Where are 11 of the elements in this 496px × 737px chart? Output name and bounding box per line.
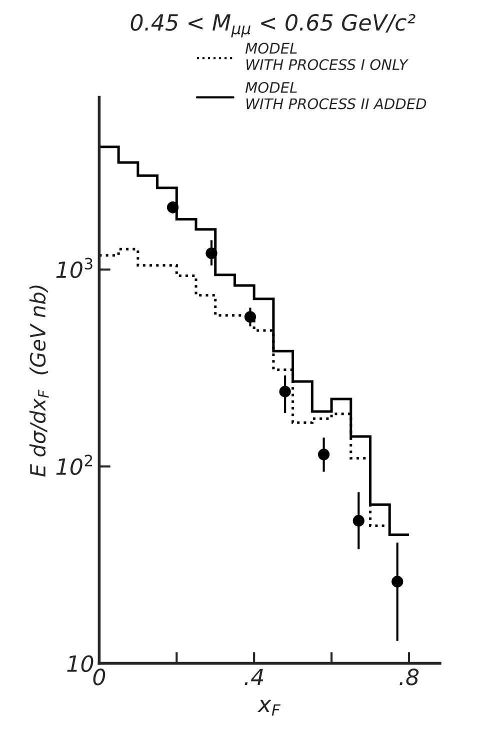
y-axis-title: E dσ/dx$_{F}$ (GeV nb) — [30, 286, 49, 477]
y-tick-label: 10$^{3}$ — [56, 258, 92, 278]
x-axis-title: x$_{F}$ — [257, 700, 281, 716]
chart-title: 0.45 < M$_{μμ}$ < 0.65 GeV/c² — [130, 14, 416, 38]
x-tick-label: .8 — [400, 668, 419, 686]
legend-label: MODEL WITH PROCESS II ADDED — [245, 82, 426, 110]
y-tick-label: 10$^{2}$ — [56, 454, 92, 476]
x-tick-label: 0 — [93, 668, 106, 686]
legend-label: MODEL WITH PROCESS I ONLY — [245, 42, 409, 70]
x-tick-label: .4 — [244, 668, 264, 686]
y-tick-label: 10 — [67, 655, 94, 672]
